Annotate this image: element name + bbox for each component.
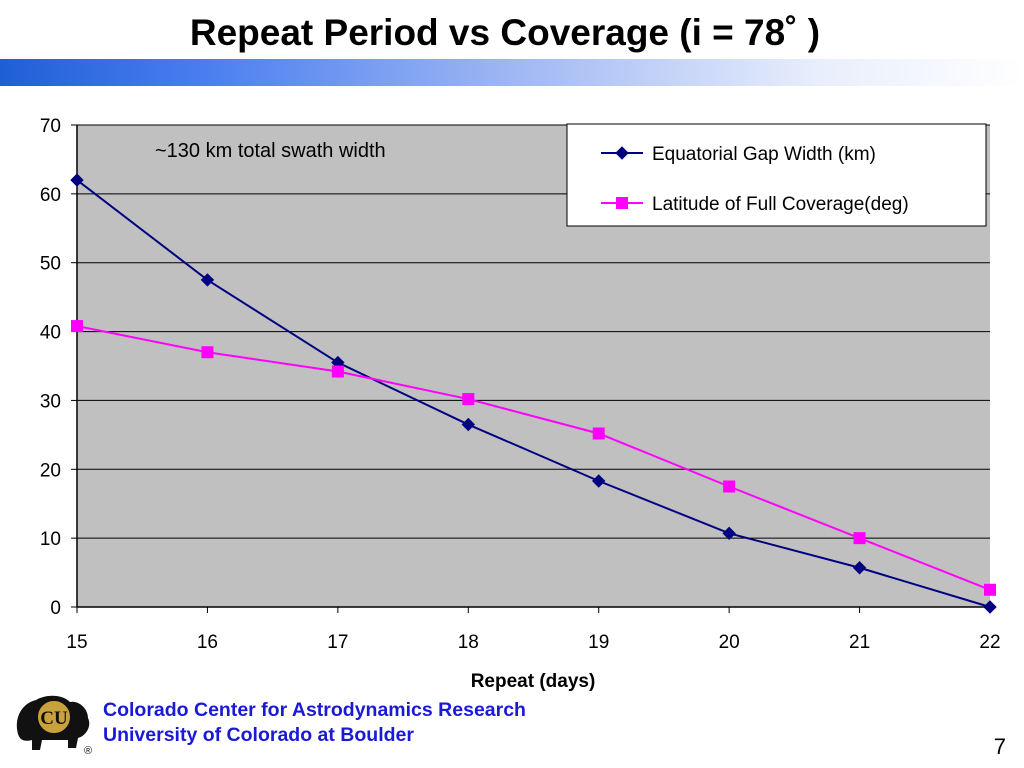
series-diamond	[70, 173, 997, 614]
university-name: University of Colorado at Boulder	[103, 724, 414, 746]
cu-buffalo-logo: CU ®	[16, 695, 92, 756]
data-point-diamond	[722, 526, 736, 541]
x-axis-label: Repeat (days)	[471, 671, 596, 692]
data-point-diamond	[852, 561, 867, 575]
series-square	[71, 320, 996, 596]
y-tick-labels: 0 10 20 30 40 50 60 70	[40, 116, 61, 619]
series-group	[70, 173, 997, 614]
data-point-diamond	[615, 146, 629, 160]
axes	[71, 124, 991, 613]
line-chart: 0 10 20 30 40 50 60 70 15 16 17 18 19 20 21 22 ~130 km…	[40, 116, 1001, 692]
x-tick-label: 17	[327, 632, 348, 653]
data-point-diamond	[461, 417, 475, 432]
x-tick-label: 15	[66, 632, 87, 653]
x-tick-labels: 15 16 17 18 19 20 21 22	[66, 632, 1000, 653]
y-tick-label: 40	[40, 323, 61, 344]
data-point-square	[853, 532, 866, 545]
data-point-diamond	[592, 474, 606, 488]
page-number: 7	[993, 734, 1006, 759]
y-tick-label: 70	[40, 116, 61, 137]
data-point-square	[984, 583, 996, 596]
data-point-diamond	[200, 273, 215, 287]
x-tick-label: 21	[849, 632, 870, 653]
data-point-diamond	[983, 600, 997, 614]
data-point-square	[71, 320, 83, 333]
registered-mark: ®	[84, 745, 92, 756]
logo-letters: CU	[40, 708, 68, 729]
y-tick-label: 20	[40, 460, 61, 481]
y-tick-label: 0	[50, 598, 61, 619]
y-tick-label: 10	[40, 529, 61, 550]
y-tick-label: 30	[40, 391, 61, 412]
data-point-square	[201, 346, 214, 359]
data-point-square	[331, 365, 344, 378]
x-tick-label: 20	[719, 632, 740, 653]
series-line	[76, 325, 991, 591]
data-point-diamond	[70, 173, 84, 187]
x-tick-label: 18	[458, 632, 479, 653]
data-point-square	[462, 393, 475, 406]
x-tick-label: 19	[588, 632, 609, 653]
x-tick-label: 22	[979, 632, 1000, 653]
legend: Equatorial Gap Width (km) Latitude of Ful…	[566, 123, 987, 227]
data-point-square	[592, 427, 605, 440]
legend-item: Latitude of Full Coverage(deg)	[601, 194, 909, 215]
title-gradient-bar	[0, 59, 1024, 86]
data-point-square	[616, 197, 628, 209]
org-footer: Colorado Center for Astrodynamics Resear…	[103, 698, 526, 748]
y-tick-label: 50	[40, 254, 61, 275]
chart-annotation: ~130 km total swath width	[155, 140, 386, 162]
legend-item: Equatorial Gap Width (km)	[601, 144, 876, 165]
legend-label: Equatorial Gap Width (km)	[652, 144, 876, 165]
y-tick-label: 60	[40, 185, 61, 206]
series-line	[76, 179, 991, 608]
data-point-square	[723, 480, 736, 493]
x-tick-label: 16	[197, 632, 218, 653]
legend-label: Latitude of Full Coverage(deg)	[652, 194, 909, 215]
slide-title: Repeat Period vs Coverage (i = 78˚ )	[189, 12, 821, 53]
legend-box	[566, 123, 987, 227]
org-name: Colorado Center for Astrodynamics Resear…	[103, 699, 526, 721]
